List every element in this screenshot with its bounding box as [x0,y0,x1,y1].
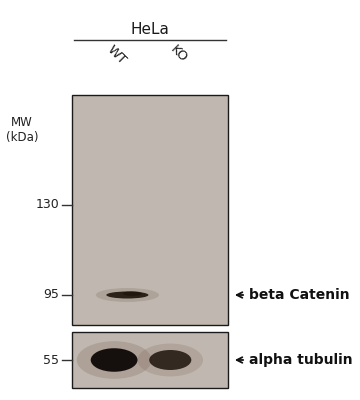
Text: WT: WT [105,43,129,67]
Ellipse shape [106,292,148,298]
Ellipse shape [138,344,203,376]
Ellipse shape [91,348,138,372]
Bar [72,95,228,325]
Ellipse shape [149,350,192,370]
Text: alpha tubulin: alpha tubulin [249,353,353,367]
Text: KO: KO [167,43,189,65]
Bar [72,332,228,388]
Text: MW
(kDa): MW (kDa) [6,116,38,144]
Text: HeLa: HeLa [131,22,170,37]
Text: 95: 95 [43,288,59,302]
Text: beta Catenin: beta Catenin [249,288,350,302]
Text: 130: 130 [35,198,59,212]
Ellipse shape [77,341,152,379]
Text: 55: 55 [43,354,59,366]
Ellipse shape [123,291,142,296]
Ellipse shape [96,288,159,302]
